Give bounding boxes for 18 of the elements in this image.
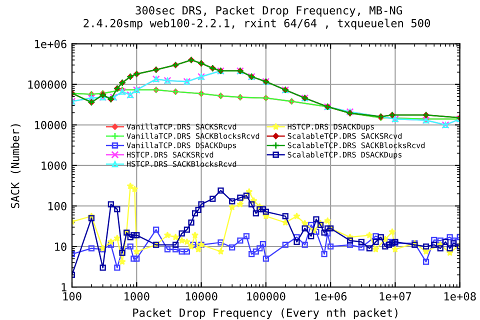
chart-subtitle: 2.4.20smp web100-2.2.1, rxint 64/64 , txqueuelen 500 xyxy=(84,18,430,30)
y-tick-label: 10000 xyxy=(35,120,66,130)
y-tick-label: 1 xyxy=(62,283,66,292)
x-tick-label: 100000 xyxy=(247,292,286,301)
x-tick-label: 1e+08 xyxy=(444,292,476,301)
x-tick-label: 10000 xyxy=(186,292,218,301)
y-tick-label: 10 xyxy=(55,242,66,251)
y-tick-label: 100 xyxy=(48,202,66,210)
x-axis-title: Packet Drop Frequency (Every nth packet) xyxy=(133,308,398,320)
x-tick-label: 1e+07 xyxy=(380,292,412,301)
x-tick-label: 1e+06 xyxy=(315,292,347,301)
x-tick-label: 1000 xyxy=(124,292,150,301)
chart-title: 300sec DRS, Packet Drop Frequency, MB-NG xyxy=(136,6,402,17)
x-tick-label: 100 xyxy=(63,292,82,301)
y-tick-label: 1e+06 xyxy=(35,40,66,48)
y-tick-label: 1000 xyxy=(42,161,66,170)
y-axis-title: SACK (Number) xyxy=(10,124,21,208)
y-tick-label: 100000 xyxy=(28,80,66,89)
